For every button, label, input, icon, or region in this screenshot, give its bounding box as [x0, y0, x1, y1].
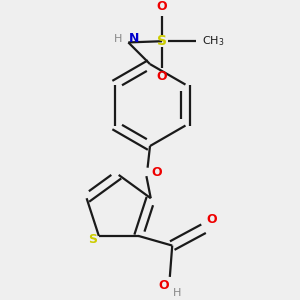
Text: H: H — [114, 34, 122, 44]
Text: H: H — [173, 288, 181, 298]
Text: CH$_3$: CH$_3$ — [202, 34, 224, 48]
Text: O: O — [157, 70, 167, 83]
Text: S: S — [157, 34, 167, 48]
Text: O: O — [158, 279, 169, 292]
Text: O: O — [157, 0, 167, 13]
Text: N: N — [129, 32, 140, 45]
Text: S: S — [88, 233, 97, 246]
Text: O: O — [151, 166, 162, 179]
Text: O: O — [206, 213, 217, 226]
